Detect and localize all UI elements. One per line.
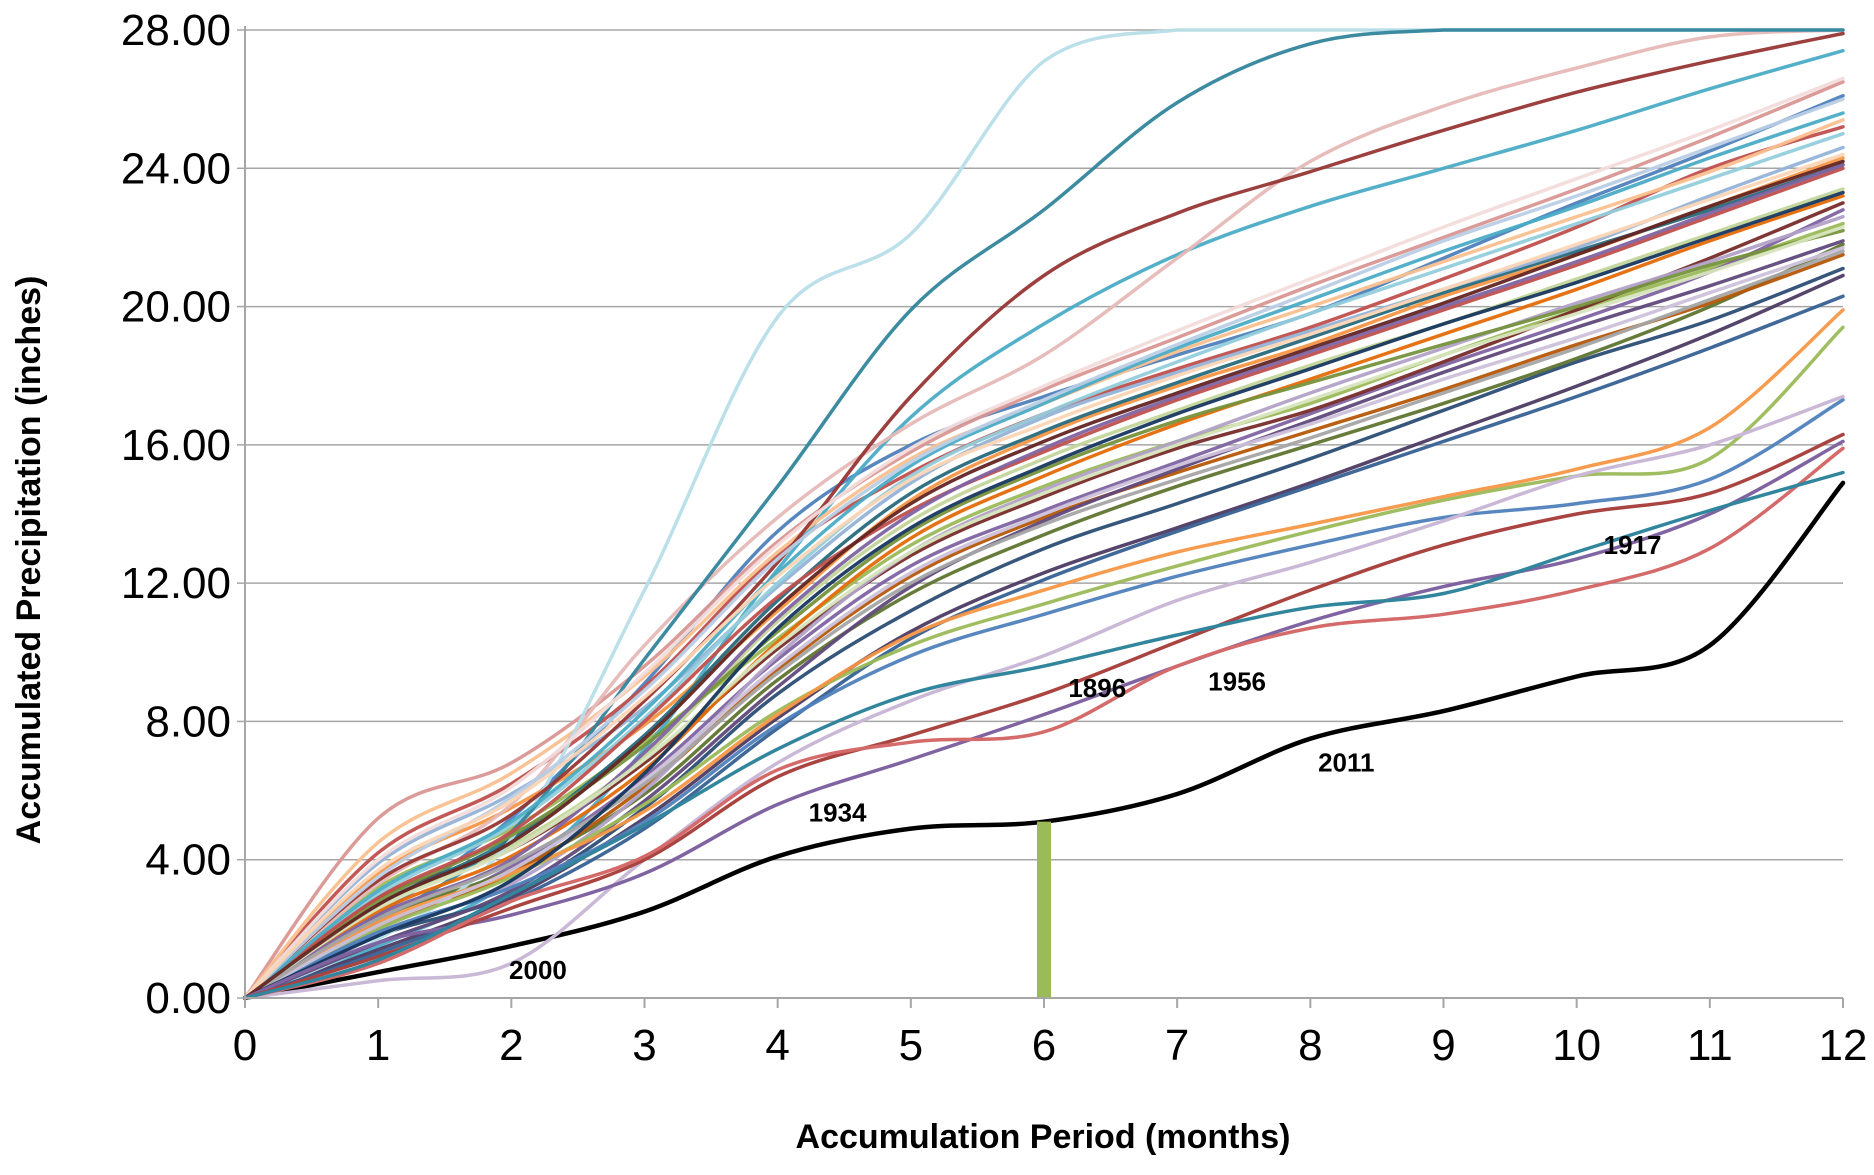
highlighted-series-layer xyxy=(242,394,1846,1001)
series-line xyxy=(243,239,1845,1000)
x-tick-label: 11 xyxy=(1687,1021,1733,1070)
series-line xyxy=(243,111,1845,1000)
y-tick-label: 16.00 xyxy=(121,421,231,470)
series-line xyxy=(243,76,1845,1000)
series-line-2000 xyxy=(243,394,1845,1000)
series-line xyxy=(243,308,1845,1000)
series-line xyxy=(243,93,1845,1000)
x-tick-label: 6 xyxy=(1032,1021,1056,1070)
y-axis-title: Accumulated Precipitation (inches) xyxy=(10,276,48,845)
series-line xyxy=(243,145,1845,1000)
series-line xyxy=(243,97,1845,1000)
series-line-1896 xyxy=(243,432,1845,1000)
series-line xyxy=(243,152,1845,1000)
x-tick-label: 12 xyxy=(1819,1021,1868,1070)
y-tick-label: 20.00 xyxy=(121,283,231,332)
series-line xyxy=(243,187,1845,1000)
background-series-layer xyxy=(243,28,1845,1000)
annotation-layer: 2000 1934 1896 1956 2011 1917 xyxy=(509,530,1661,985)
year-annotation: 1896 xyxy=(1068,673,1126,703)
year-annotation: 1934 xyxy=(809,798,867,828)
y-tick-label: 4.00 xyxy=(145,836,231,885)
x-tick-label: 0 xyxy=(233,1021,257,1070)
x-tick-label: 9 xyxy=(1431,1021,1455,1070)
x-tick-label: 10 xyxy=(1552,1021,1601,1070)
x-tick-label: 5 xyxy=(899,1021,923,1070)
series-line xyxy=(243,246,1845,1000)
series-line xyxy=(243,159,1845,1000)
series-line-1917 xyxy=(243,470,1845,1000)
series-line xyxy=(243,208,1845,1000)
series-line xyxy=(243,273,1845,1000)
series-line xyxy=(243,228,1845,1000)
series-line xyxy=(243,28,1845,1000)
x-tick-label: 2 xyxy=(499,1021,523,1070)
series-line xyxy=(243,131,1845,1000)
series-line xyxy=(243,166,1845,1000)
year-annotation: 2011 xyxy=(1318,748,1374,778)
series-line xyxy=(243,225,1845,1000)
series-line xyxy=(243,80,1845,1000)
series-line-1956 xyxy=(243,446,1845,1000)
series-line-2011 xyxy=(242,480,1846,1001)
x-tick-label: 7 xyxy=(1165,1021,1189,1070)
series-line xyxy=(243,190,1845,1000)
y-tick-label: 28.00 xyxy=(121,6,231,55)
year-annotation: 2000 xyxy=(509,955,567,985)
series-line xyxy=(243,31,1845,1000)
grid-layer xyxy=(245,29,1843,861)
x-axis-title: Accumulation Period (months) xyxy=(796,1118,1291,1156)
x-tick-label: 8 xyxy=(1298,1021,1322,1070)
series-line xyxy=(243,249,1845,1000)
year-annotation: 1956 xyxy=(1208,666,1266,696)
x-tick-label: 1 xyxy=(366,1021,390,1070)
series-line xyxy=(243,214,1845,1000)
year-annotation: 1917 xyxy=(1604,530,1662,560)
series-line-1934 xyxy=(243,439,1845,1000)
series-line xyxy=(243,163,1845,1000)
y-tick-label: 0.00 xyxy=(145,974,231,1023)
series-line xyxy=(243,398,1845,1000)
y-tick-label: 12.00 xyxy=(121,559,231,608)
y-tick-label: 24.00 xyxy=(121,144,231,193)
series-line xyxy=(243,194,1845,1000)
y-tick-label: 8.00 xyxy=(145,697,231,746)
x-tick-label: 3 xyxy=(632,1021,656,1070)
x-tick-label: 4 xyxy=(765,1021,789,1070)
